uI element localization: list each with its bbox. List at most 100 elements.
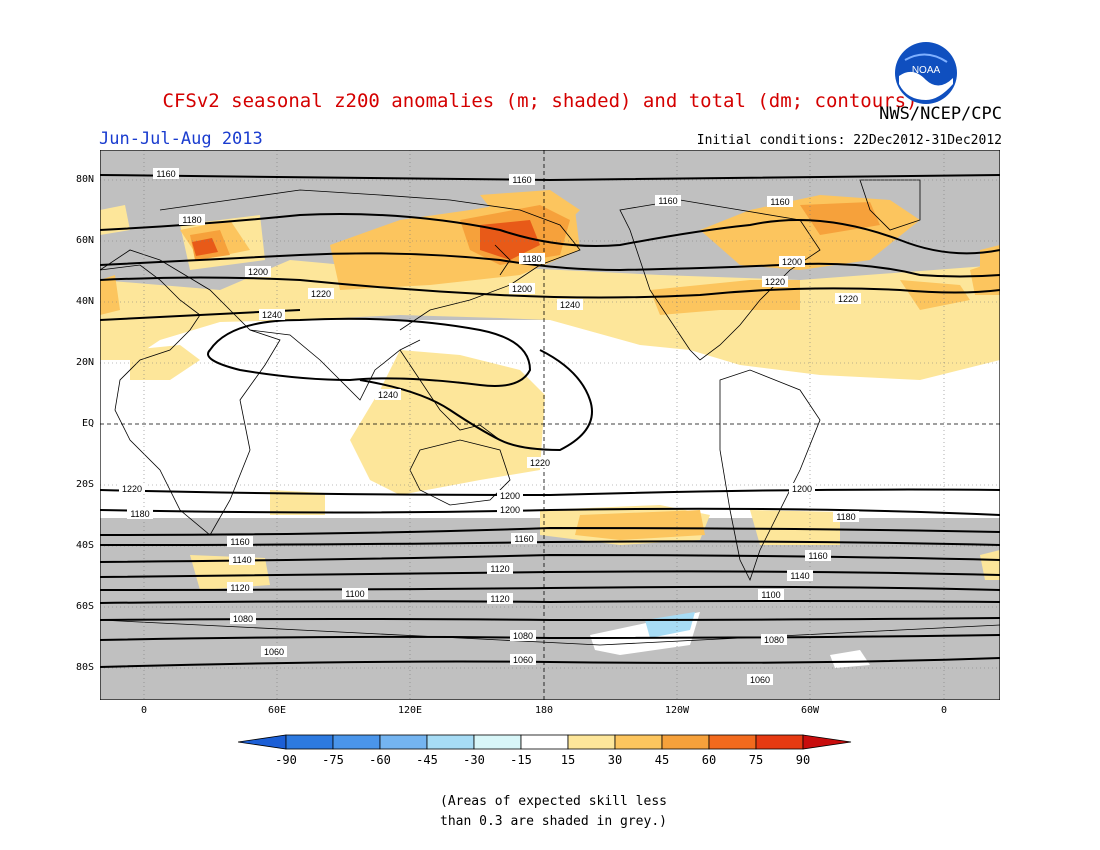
- contour-label: 1060: [513, 655, 533, 665]
- colorbar-label: -15: [510, 753, 532, 767]
- contour-label: 1120: [230, 583, 249, 593]
- contour-label: 1080: [233, 614, 253, 624]
- anomaly-light-blue: [645, 612, 695, 638]
- lon-label: 60E: [267, 705, 287, 716]
- colorbar-box: [661, 734, 710, 750]
- contour-label: 1200: [782, 257, 802, 267]
- contour-label: 1160: [514, 534, 533, 544]
- contour-label-bg: [259, 309, 285, 320]
- initial-conditions-label: Initial conditions: 22Dec2012-31Dec2012: [696, 133, 1002, 148]
- colorbar-label: -30: [463, 753, 485, 767]
- contour-label-bg: [762, 276, 788, 287]
- colorbar-label: 60: [702, 753, 716, 767]
- map-title: CFSv2 seasonal z200 anomalies (m; shaded…: [162, 90, 918, 112]
- contour-label-bg: [758, 589, 784, 600]
- lon-label: 0: [940, 705, 948, 716]
- contour-label: 1080: [513, 631, 533, 641]
- height-contours: [100, 174, 1000, 668]
- lat-label: 60S: [75, 601, 94, 612]
- colorbar-box: [473, 734, 522, 750]
- contour-label: 1080: [764, 635, 784, 645]
- contour-label-bg: [127, 508, 153, 519]
- contour-label-bg: [767, 196, 793, 207]
- contour-label-bg: [509, 283, 535, 294]
- colorbar-label: -75: [322, 753, 344, 767]
- contour-label: 1160: [156, 169, 175, 179]
- contour-label-bg: [509, 174, 535, 185]
- contour-label: 1180: [836, 512, 855, 522]
- lon-label: 120W: [664, 705, 690, 716]
- colorbar-label: 45: [655, 753, 669, 767]
- contour-label: 1160: [770, 197, 789, 207]
- agency-label: NWS/NCEP/CPC: [879, 104, 1002, 124]
- colorbar-label: 30: [608, 753, 622, 767]
- contour-label: 1140: [790, 571, 809, 581]
- contour-label-bg: [805, 550, 831, 561]
- contour-label: 1200: [500, 491, 520, 501]
- contour-label: 1180: [130, 509, 149, 519]
- contour-label-bg: [655, 195, 681, 206]
- contour-label-bg: [230, 613, 256, 624]
- contour-label-bg: [789, 483, 815, 494]
- contour-label: 1240: [560, 300, 580, 310]
- contour-label-bg: [119, 483, 145, 494]
- contour-label: 1220: [122, 484, 142, 494]
- contour-label-bg: [833, 511, 859, 522]
- colorbar-label: -90: [275, 753, 297, 767]
- colorbar-box: [614, 734, 663, 750]
- contour-label: 1160: [230, 537, 249, 547]
- noaa-logo: NOAA: [895, 42, 957, 104]
- colorbar-arrow-low: [238, 734, 287, 750]
- contour-label-bg: [510, 654, 536, 665]
- contour-label: 1220: [311, 289, 331, 299]
- contour-label: 1160: [808, 551, 827, 561]
- contour-label-bg: [510, 630, 536, 641]
- contour-label: 1160: [512, 175, 531, 185]
- contour-label-bg: [779, 256, 805, 267]
- contour-label: 1160: [658, 196, 677, 206]
- contour-label-bg: [557, 299, 583, 310]
- contour-label-bg: [761, 634, 787, 645]
- contour-label-bg: [511, 533, 537, 544]
- svg-text:NOAA: NOAA: [912, 65, 941, 76]
- contour-label-bg: [527, 457, 553, 468]
- contour-label: 1100: [345, 589, 364, 599]
- contour-label-bg: [153, 168, 179, 179]
- colorbar-box: [332, 734, 381, 750]
- contour-label: 1240: [378, 390, 398, 400]
- contour-label: 1220: [838, 294, 858, 304]
- colorbar-label: 75: [749, 753, 763, 767]
- skill-note: (Areas of expected skill less than 0.3 a…: [440, 794, 667, 829]
- colorbar-label: -60: [369, 753, 391, 767]
- lon-label: 180: [534, 705, 554, 716]
- anomaly-map: 1160 1160 1160 1180 1160 1180 1200 1200 1220 1220…: [100, 150, 1000, 700]
- colorbar-box: [379, 734, 428, 750]
- contour-label: 1200: [500, 505, 520, 515]
- contour-label-bg: [497, 504, 523, 515]
- contour-label: 1200: [512, 284, 532, 294]
- lon-label: 0: [140, 705, 148, 716]
- contour-label-bg: [519, 253, 545, 264]
- colorbar: -90 -75 -60 -45 -30 -15 15 30 45 60 75 90: [238, 734, 852, 767]
- lat-label: 20N: [75, 357, 94, 368]
- contour-label-bg: [342, 588, 368, 599]
- contour-label-bg: [261, 646, 287, 657]
- lat-label: 60N: [75, 235, 94, 246]
- contour-label-bg: [179, 214, 205, 225]
- colorbar-box: [520, 734, 569, 750]
- contour-label: 1120: [490, 564, 509, 574]
- contour-label-bg: [227, 536, 253, 547]
- lat-label: 40N: [75, 296, 94, 307]
- colorbar-arrow-high: [802, 734, 852, 750]
- contour-label-bg: [229, 554, 255, 565]
- contour-label-bg: [787, 570, 813, 581]
- lat-label: 40S: [75, 540, 94, 551]
- contour-label-bg: [497, 490, 523, 501]
- contour-label-bg: [227, 582, 253, 593]
- contour-label: 1240: [262, 310, 282, 320]
- contour-label-bg: [245, 266, 271, 277]
- contour-label-bg: [487, 563, 513, 574]
- contour-labels: 1160 1160 1160 1180 1160 1180 1200 1200 1220 1220…: [119, 168, 861, 685]
- lat-label: 80N: [75, 174, 94, 185]
- contour-label: 1180: [182, 215, 201, 225]
